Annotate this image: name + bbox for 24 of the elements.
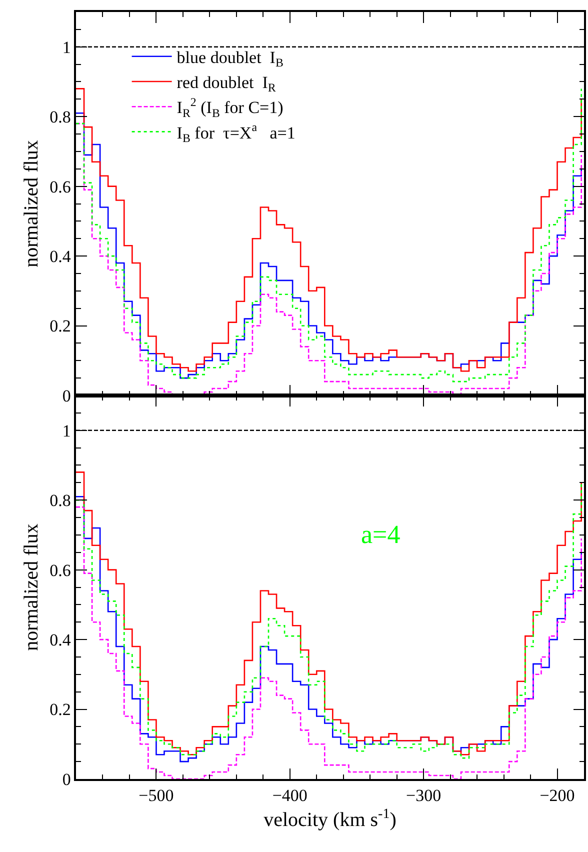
x-axis-title: velocity (km s$^{-1}$) xyxy=(264,806,396,832)
x-tick-label: −300 xyxy=(406,786,442,806)
legend-label: I$_{B}$ for τ=X$^{a}$ a=1 xyxy=(176,120,296,145)
x-tick-label: −200 xyxy=(540,786,575,806)
legend-label: I$_{R}$$^{2}$ (I$_{B}$ for C=1) xyxy=(176,95,284,120)
y-axis-title: normalized flux xyxy=(20,524,43,651)
y-tick-label: 1 xyxy=(62,38,71,57)
x-tick-label: −400 xyxy=(272,786,308,806)
y-tick-label: 0.2 xyxy=(50,316,71,336)
y-tick-label: 1 xyxy=(62,421,71,440)
annotation: a=4 xyxy=(361,520,400,549)
y-tick-label: 0.2 xyxy=(50,700,71,720)
legend-label: red doublet I$_{R}$ xyxy=(176,73,276,95)
y-tick-label: 0 xyxy=(62,386,71,406)
y-tick-label: 0.6 xyxy=(50,177,71,196)
y-tick-label: 0.4 xyxy=(50,247,72,266)
y-tick-label: 0.8 xyxy=(50,108,71,127)
y-tick-label: 0.6 xyxy=(50,560,71,580)
legend-label: blue doublet I$_{B}$ xyxy=(176,48,284,70)
y-tick-label: 0 xyxy=(62,770,71,789)
y-axis-title: normalized flux xyxy=(20,140,43,268)
y-tick-label: 0.4 xyxy=(50,630,72,650)
x-tick-label: −500 xyxy=(138,786,174,806)
y-tick-label: 0.8 xyxy=(50,491,71,510)
